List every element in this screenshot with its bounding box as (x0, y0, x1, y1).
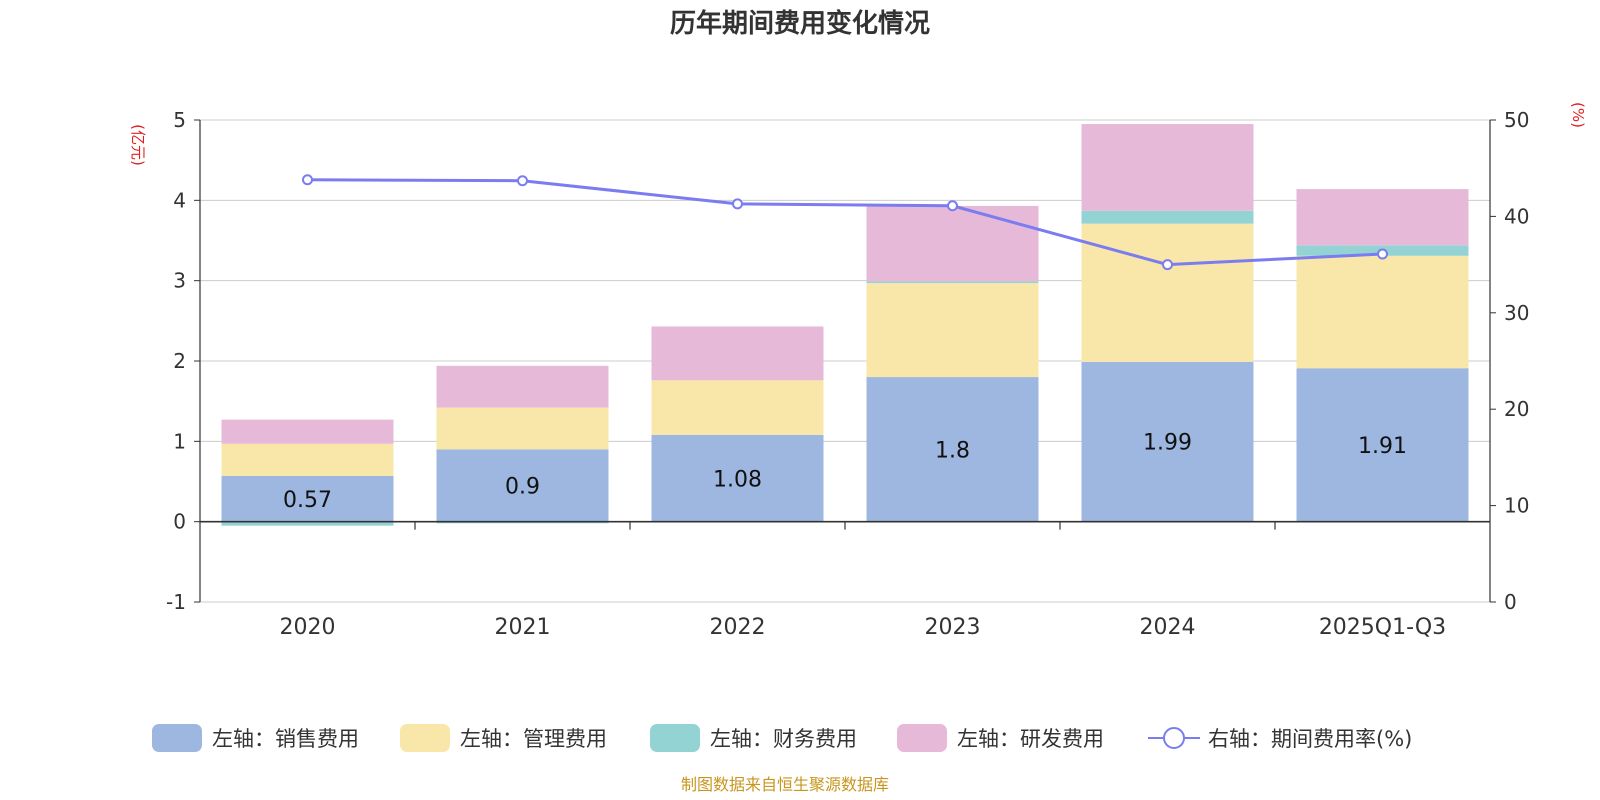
bar-segment (436, 449, 609, 522)
bar-segment (1081, 124, 1254, 211)
x-axis-tick-label: 2025Q1-Q3 (1319, 615, 1446, 640)
left-axis-tick-label: 0 (173, 510, 186, 534)
left-axis-tick-label: 2 (173, 349, 186, 373)
bar-segment (866, 281, 1039, 284)
bar-segment (1081, 223, 1254, 362)
legend-label: 左轴：管理费用 (460, 727, 607, 751)
right-axis-tick-label: 0 (1504, 590, 1517, 614)
rate-point (1162, 259, 1173, 271)
left-axis-unit: (亿元) (129, 124, 147, 166)
right-axis-tick-label: 10 (1504, 494, 1529, 518)
legend-swatch (1163, 727, 1185, 749)
rate-point (517, 175, 528, 187)
bar-segment (436, 407, 609, 450)
legend: 左轴：销售费用 左轴：管理费用 左轴：财务费用 左轴：研发费用 右轴：期间费用率(%) (152, 724, 1412, 752)
bar-segment (651, 326, 824, 381)
data-labels: 0.57 0.9 1.08 1.8 1.99 1.91 (283, 431, 1407, 513)
bar-segment (221, 521, 394, 526)
rate-point (302, 174, 313, 186)
legend-swatch (650, 724, 700, 752)
bar-segment (1296, 255, 1469, 369)
rate-point (732, 198, 743, 210)
left-axis-tick-label: -1 (166, 590, 186, 614)
bar-segment (221, 475, 394, 522)
x-axis-tick-label: 2023 (925, 615, 981, 640)
bar-segment (866, 205, 1039, 282)
bar-segment (1296, 189, 1469, 246)
data-label: 1.08 (713, 467, 762, 492)
gridlines (200, 119, 1490, 603)
legend-swatch (152, 724, 202, 752)
legend-label: 左轴：财务费用 (710, 727, 857, 751)
legend-label: 右轴：期间费用率(%) (1208, 727, 1412, 751)
right-axis-tick-label: 20 (1504, 397, 1529, 421)
data-label: 0.57 (283, 488, 332, 513)
data-label: 1.99 (1143, 431, 1192, 456)
right-axis-tick-label: 50 (1504, 108, 1529, 132)
right-axis-tick-label: 30 (1504, 301, 1529, 325)
data-label: 1.8 (935, 438, 970, 463)
data-label: 0.9 (505, 475, 540, 500)
bar-segment (866, 283, 1039, 378)
bar-series (221, 124, 1469, 526)
rate-point (1377, 248, 1388, 260)
x-axis-tick-label: 2022 (710, 615, 766, 640)
bar-segment (866, 377, 1039, 522)
bar-segment (1296, 368, 1469, 522)
data-label: 1.91 (1358, 434, 1407, 459)
rate-line (307, 178, 1383, 267)
right-axis-tick-label: 40 (1504, 204, 1529, 228)
legend-swatch (897, 724, 947, 752)
bar-segment (1081, 210, 1254, 224)
source-note: 制图数据来自恒生聚源数据库 (681, 775, 889, 794)
bar-segment (436, 521, 609, 524)
x-axis-tick-label: 2021 (495, 615, 551, 640)
right-axis-unit: (%) (1569, 102, 1587, 128)
bar-segment (1081, 361, 1254, 522)
chart-title: 历年期间费用变化情况 (670, 8, 930, 39)
bar-segment (651, 434, 824, 522)
bar-segment (221, 443, 394, 476)
left-axis-tick-label: 3 (173, 269, 186, 293)
left-axis-tick-label: 4 (173, 188, 186, 212)
bar-segment (436, 365, 609, 408)
line-series (302, 174, 1388, 271)
rate-point (947, 200, 958, 212)
x-axis-tick-label: 2024 (1140, 615, 1196, 640)
left-axis-tick-label: 5 (173, 108, 186, 132)
bar-segment (651, 380, 824, 435)
left-axis-tick-label: 1 (173, 429, 186, 453)
legend-swatch (400, 724, 450, 752)
bar-segment (221, 419, 394, 444)
legend-label: 左轴：销售费用 (212, 727, 359, 751)
legend-label: 左轴：研发费用 (957, 727, 1104, 751)
x-axis-tick-label: 2020 (280, 615, 336, 640)
